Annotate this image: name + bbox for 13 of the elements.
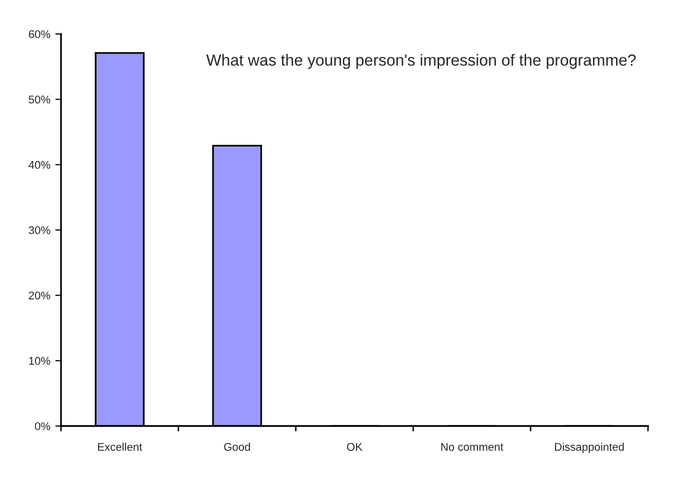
- y-tick-label: 40%: [28, 160, 50, 169]
- y-tick-label: 0%: [34, 422, 50, 430]
- x-tick-label: OK: [347, 442, 362, 451]
- text: What was the young person's impression of the programme?: [206, 54, 636, 69]
- y-tick-label: 20%: [28, 292, 50, 300]
- x-tick-label: No comment: [441, 443, 504, 451]
- x-tick-label: Excellent: [98, 442, 142, 451]
- x-tick-label: Good: [224, 442, 250, 451]
- y-tick-label: 10%: [29, 356, 50, 365]
- x-tick-label: Dissappointed: [555, 442, 624, 454]
- y-tick-label: 50%: [28, 96, 50, 104]
- y-tick-label: 60%: [28, 30, 50, 38]
- y-tick-label: 30%: [28, 226, 50, 234]
